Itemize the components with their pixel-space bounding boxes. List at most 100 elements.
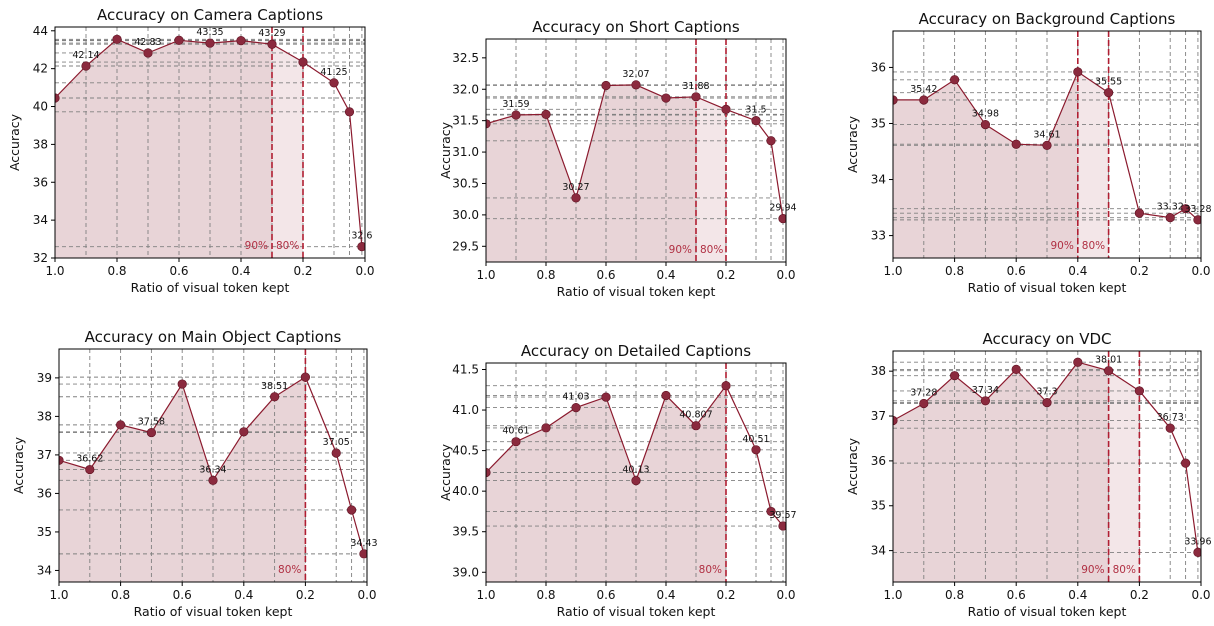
plot-area (55, 27, 365, 258)
y-tick-label: 36 (871, 60, 886, 74)
data-point (778, 521, 786, 531)
data-label: 33.28 (1184, 204, 1211, 215)
data-label: 34.61 (1033, 129, 1060, 140)
data-point (511, 437, 521, 447)
data-point (344, 107, 355, 117)
threshold-label-90: 90% (1081, 564, 1104, 576)
data-point (778, 214, 786, 224)
x-tick-label: 0.6 (1007, 264, 1026, 278)
data-point (571, 403, 581, 413)
data-point (177, 379, 187, 389)
data-label: 37.28 (910, 387, 937, 398)
shaded-region-80 (272, 44, 303, 258)
x-axis-label: Ratio of visual token kept (557, 604, 716, 619)
y-tick-label: 41.0 (452, 403, 479, 417)
series-line (893, 361, 1199, 553)
data-point (919, 398, 929, 409)
data-label: 30.27 (562, 182, 589, 193)
x-tick-label: 0.2 (296, 588, 315, 602)
data-point (1011, 364, 1021, 374)
data-point (511, 110, 521, 120)
y-tick-label: 32.0 (452, 82, 479, 96)
data-point (980, 396, 991, 406)
y-tick-label: 40.0 (452, 484, 479, 498)
plot-area (486, 39, 786, 262)
chart-panel-2: 90% 80% 31.59 30.27 32.07 31.88 31.5 29.94 1.0 0.… (438, 18, 797, 299)
data-point (631, 476, 641, 486)
data-point (721, 104, 731, 114)
y-tick-label: 35 (871, 116, 886, 130)
data-label: 35.55 (1095, 77, 1122, 88)
threshold-label-80: 80% (1082, 240, 1105, 252)
y-axis-label: Accuracy (438, 443, 453, 501)
x-tick-label: 0.4 (1068, 588, 1087, 602)
plot-frame (58, 348, 368, 583)
chart-title: Accuracy on Camera Captions (97, 6, 323, 24)
y-axis-label: Accuracy (845, 115, 860, 173)
data-label: 40.51 (742, 434, 769, 445)
data-label: 31.5 (745, 105, 766, 116)
x-tick-label: 0.2 (716, 268, 735, 282)
chart-title: Accuracy on Detailed Captions (521, 342, 751, 360)
data-point (1165, 423, 1175, 433)
data-point (329, 78, 339, 88)
data-point (691, 421, 701, 431)
y-tick-label: 37 (37, 448, 52, 462)
data-label: 38.01 (1095, 355, 1122, 366)
threshold-label-80: 80% (699, 564, 722, 576)
data-point (1180, 204, 1191, 214)
data-label: 32.6 (351, 231, 372, 242)
data-point (1073, 357, 1083, 367)
data-label: 36.62 (76, 454, 103, 465)
data-point (115, 420, 126, 430)
x-tick-label: 0.6 (596, 588, 615, 602)
chart-panel-3: 90% 80% 35.42 34.98 34.61 35.55 33.32 33.28 1.0 0… (845, 10, 1212, 295)
chart-title: Accuracy on VDC (983, 330, 1112, 348)
y-tick-label: 34 (37, 563, 52, 577)
y-tick-label: 44 (33, 24, 48, 38)
y-tick-label: 32 (33, 251, 48, 265)
data-label: 35.42 (910, 84, 937, 95)
chart-title: Accuracy on Background Captions (919, 10, 1176, 28)
y-tick-label: 36 (33, 175, 48, 189)
threshold-label-80: 80% (700, 244, 723, 256)
data-point (331, 448, 341, 458)
plot-frame (485, 38, 787, 263)
data-label: 43.35 (196, 27, 223, 38)
plot-area (59, 349, 367, 582)
x-tick-label: 0.6 (596, 268, 615, 282)
data-point (1042, 397, 1052, 408)
data-point (601, 392, 611, 402)
data-point (298, 57, 308, 67)
series-line (486, 384, 784, 527)
data-point (1011, 139, 1021, 149)
x-tick-label: 1.0 (883, 588, 902, 602)
chart-panel-5: 80% 40.61 41.03 40.13 40.807 40.51 39.57 1.0 0.8… (438, 342, 797, 619)
data-point (1193, 215, 1201, 225)
x-tick-label: 0.2 (1130, 264, 1149, 278)
data-point (357, 242, 365, 252)
data-point (751, 445, 761, 455)
x-tick-label: 0.0 (776, 588, 795, 602)
data-point (1134, 386, 1144, 396)
data-point (300, 372, 311, 382)
y-tick-label: 35 (871, 499, 886, 513)
shaded-region-80 (696, 96, 726, 262)
y-tick-label: 39.5 (452, 525, 479, 539)
chart-panel-6: 90% 80% 37.28 37.34 37.3 38.01 36.73 33.96 1.0 0.… (845, 330, 1212, 619)
x-tick-label: 0.8 (945, 588, 964, 602)
x-tick-label: 0.0 (1191, 264, 1210, 278)
plot-frame (892, 30, 1202, 259)
y-tick-label: 34 (33, 213, 48, 227)
data-point (541, 423, 551, 433)
x-tick-label: 0.0 (357, 588, 376, 602)
data-point (661, 93, 671, 103)
y-axis-label: Accuracy (438, 121, 453, 179)
y-axis-label: Accuracy (845, 437, 860, 495)
data-point (174, 35, 184, 45)
data-point (949, 371, 960, 381)
plot-area (893, 31, 1201, 258)
x-axis-label: Ratio of visual token kept (131, 280, 290, 295)
x-tick-label: 0.8 (111, 588, 130, 602)
x-tick-label: 0.0 (355, 264, 374, 278)
